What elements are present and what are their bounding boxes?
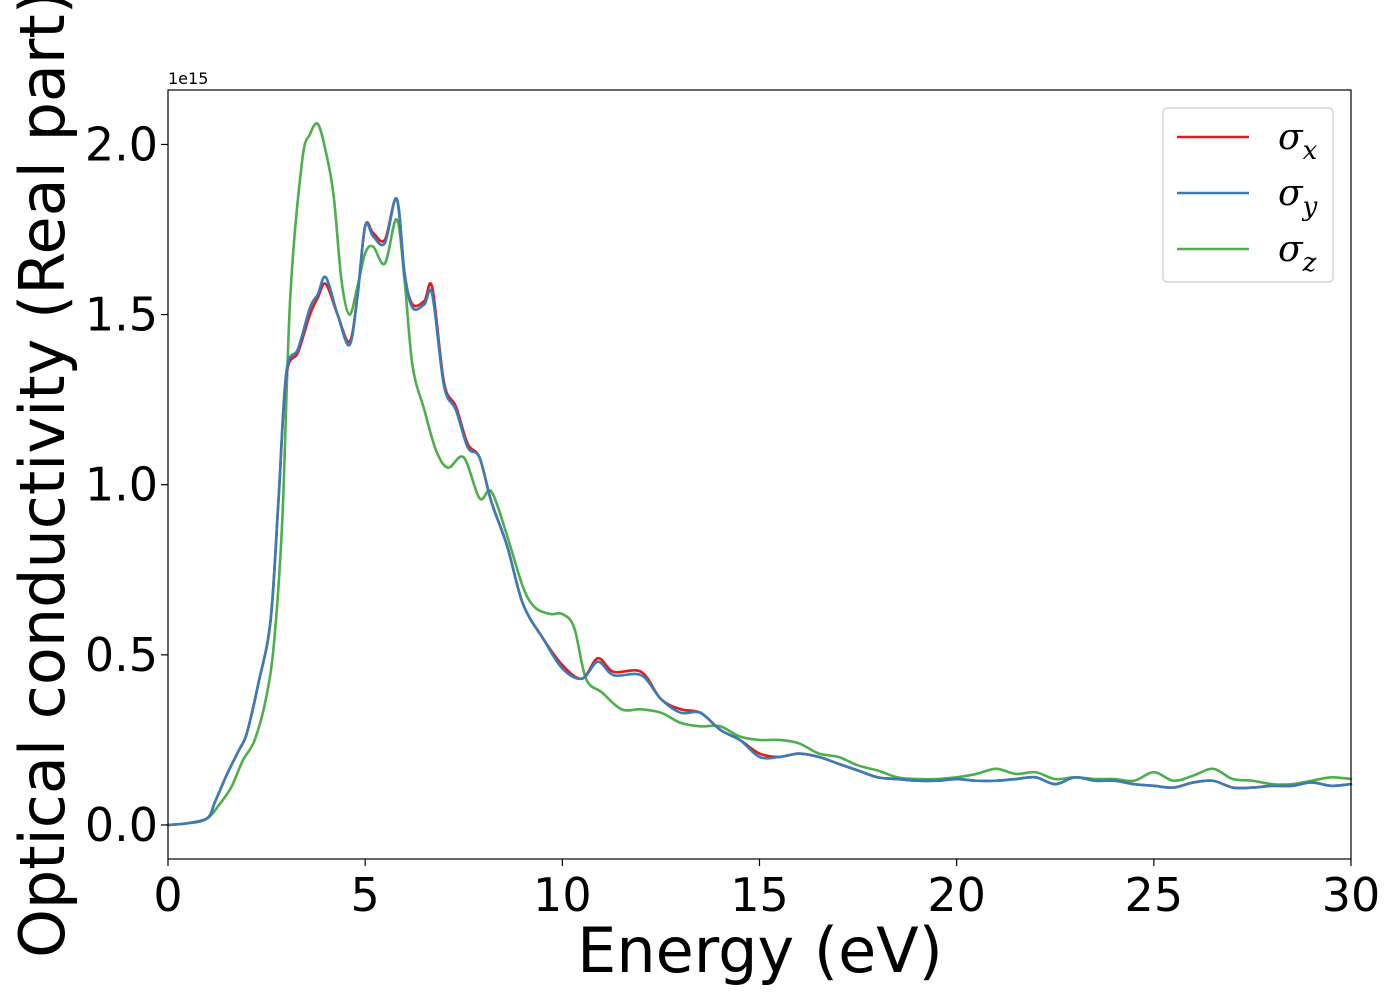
x-tick-label: 10 (533, 868, 592, 922)
legend-frame (1162, 107, 1334, 283)
x-tick-label: 25 (1125, 868, 1184, 922)
legend-label-y: σy (1278, 173, 1318, 222)
x-axis-ticks: 0 5 10 15 20 25 30 (153, 859, 1380, 922)
series-line-z (166, 122, 1353, 827)
y-tick-label: 1.5 (85, 288, 158, 342)
y-tick-label: 2.0 (85, 117, 158, 171)
x-tick-label: 20 (927, 868, 986, 922)
y-tick-label: 1.0 (85, 458, 158, 512)
legend-symbol: σ (1278, 117, 1304, 158)
y-tick-label: 0.0 (85, 798, 158, 852)
y-offset-text: 1e15 (168, 69, 208, 88)
x-tick-label: 30 (1322, 868, 1381, 922)
x-tick-label: 5 (351, 868, 380, 922)
legend-symbol: σ (1278, 229, 1304, 270)
x-tick-label: 0 (153, 868, 182, 922)
y-axis-title: Optical conductivity (Real part) (6, 0, 79, 958)
x-axis-title: Energy (eV) (577, 914, 943, 987)
legend-subscript: z (1302, 248, 1317, 278)
series-line-y (166, 197, 1353, 827)
y-tick-label: 0.5 (85, 628, 158, 682)
legend-subscript: y (1302, 192, 1318, 222)
legend-subscript: x (1303, 136, 1318, 166)
legend-symbol: σ (1278, 173, 1304, 214)
legend-label-z: σz (1278, 229, 1317, 278)
plot-area (168, 90, 1351, 859)
series-layer (166, 122, 1353, 827)
legend-label-x: σx (1278, 117, 1318, 166)
y-axis-ticks: 0.0 0.5 1.0 1.5 2.0 (85, 117, 168, 852)
x-tick-label: 15 (730, 868, 789, 922)
